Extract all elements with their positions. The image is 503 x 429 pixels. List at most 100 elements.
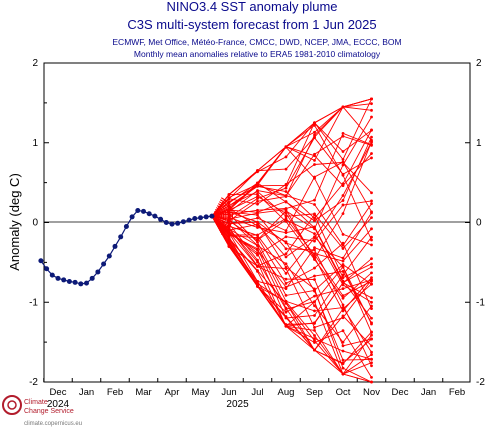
x-month-label: Jun	[221, 387, 236, 398]
y-axis-left: -2 -1 0 1 2	[29, 58, 49, 388]
forecast-point	[341, 329, 345, 333]
forecast-point	[256, 202, 259, 206]
forecast-point	[341, 294, 345, 298]
observed-point	[175, 220, 181, 226]
forecast-point	[313, 163, 316, 166]
forecast-point	[370, 227, 373, 231]
logo-line1: Climate	[24, 399, 48, 406]
y-tick-label-right: 2	[476, 58, 482, 69]
x-month-label: Mar	[135, 387, 151, 398]
forecast-point	[256, 282, 259, 285]
observed-point	[49, 272, 55, 278]
forecast-point	[227, 237, 231, 241]
x-month-label: Apr	[165, 387, 180, 398]
y-tick-label-left: 2	[32, 58, 38, 69]
systems-line: ECMWF, Met Office, Météo-France, CMCC, D…	[112, 37, 401, 47]
forecast-point	[341, 105, 345, 109]
y-tick-label-right: 0	[476, 218, 482, 229]
forecast-point	[284, 190, 288, 193]
forecast-point	[370, 108, 373, 112]
forecast-point	[256, 240, 259, 244]
forecast-point	[256, 238, 259, 242]
forecast-point	[313, 300, 316, 304]
observed-point	[169, 221, 175, 227]
forecast-point	[370, 243, 373, 247]
observed-point	[106, 253, 112, 259]
forecast-point	[370, 300, 373, 304]
forecast-member-line	[211, 215, 372, 313]
forecast-fan-arc	[215, 207, 222, 226]
forecast-point	[370, 316, 373, 320]
forecast-point	[284, 306, 288, 310]
forecast-point	[227, 196, 231, 199]
forecast-point	[313, 337, 316, 340]
observed-point	[44, 266, 50, 272]
forecast-point	[370, 380, 373, 384]
forecast-point	[256, 183, 259, 186]
forecast-fan-arc	[216, 205, 225, 228]
y-tick-label-right: 1	[476, 138, 482, 149]
forecast-point	[256, 251, 259, 255]
forecast-point	[313, 294, 316, 298]
observed-point	[118, 234, 124, 240]
forecast-point	[284, 310, 288, 314]
forecast-point	[256, 184, 259, 188]
forecast-point	[370, 350, 373, 354]
forecast-point	[370, 265, 373, 269]
forecast-point	[256, 260, 259, 264]
forecast-point	[313, 203, 316, 206]
forecast-point	[370, 191, 373, 195]
forecast-point	[284, 255, 288, 259]
forecast-point	[313, 246, 316, 250]
forecast-point	[370, 344, 373, 348]
forecast-point	[370, 211, 373, 215]
observed-point	[61, 277, 67, 283]
forecast-point	[341, 259, 345, 263]
forecast-point	[284, 186, 288, 190]
observed-point	[192, 216, 198, 222]
forecast-point	[370, 115, 373, 119]
forecast-point	[313, 235, 316, 239]
observed-point	[135, 208, 141, 214]
forecast-point	[313, 334, 316, 337]
observed-point	[186, 217, 192, 223]
copernicus-logo: Climate Change Service climate.copernicu…	[2, 395, 82, 427]
forecast-point	[284, 293, 288, 297]
forecast-point	[370, 279, 373, 283]
forecast-point	[341, 212, 345, 215]
y-axis-label: Anomaly (deg C)	[7, 173, 22, 271]
forecast-point	[341, 281, 345, 285]
observed-point	[163, 220, 169, 225]
logo-line2: Change Service	[24, 408, 74, 415]
forecast-point	[341, 372, 345, 376]
forecast-point	[313, 152, 316, 156]
forecast-fan-arc	[214, 209, 220, 224]
forecast-point	[370, 135, 373, 139]
x-month-label: Sep	[306, 387, 323, 398]
forecast-point	[284, 207, 288, 210]
forecast-point	[313, 232, 316, 236]
forecast-point	[284, 214, 288, 218]
forecast-point	[256, 244, 259, 247]
forecast-point	[313, 135, 316, 139]
forecast-point	[227, 193, 231, 196]
forecast-member-line	[211, 146, 372, 246]
forecast-point	[370, 156, 373, 160]
forecast-point	[313, 121, 316, 125]
forecast-point	[284, 247, 288, 251]
forecast-point	[341, 273, 345, 277]
forecast-point	[341, 134, 345, 138]
forecast-point	[284, 235, 288, 239]
y-tick-label-right: -1	[476, 297, 485, 308]
x-month-label: Jul	[251, 387, 263, 398]
forecast-point	[256, 192, 259, 196]
chart-title: NINO3.4 SST anomaly plume	[167, 0, 338, 14]
forecast-point	[370, 202, 373, 206]
forecast-point	[313, 123, 316, 127]
forecast-point	[341, 243, 345, 247]
forecast-point	[313, 304, 316, 308]
observed-point	[152, 213, 158, 219]
forecast-point	[313, 216, 316, 220]
forecast-point	[370, 307, 373, 310]
forecast-point	[370, 331, 373, 334]
